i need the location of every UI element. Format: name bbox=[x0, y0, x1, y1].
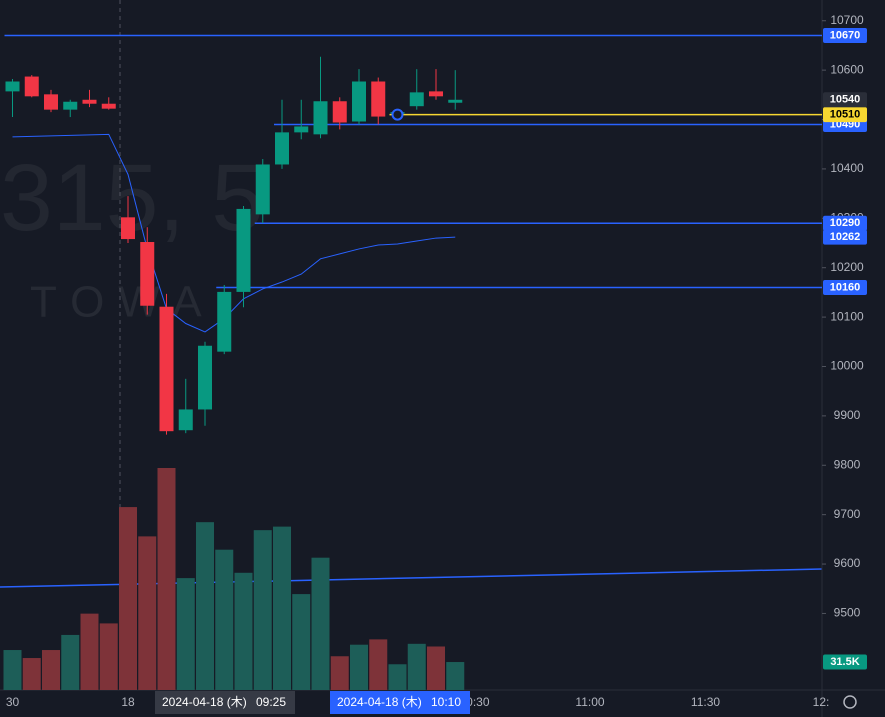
candle-body bbox=[275, 132, 289, 165]
crosshair-label-bg bbox=[330, 691, 470, 714]
candle-body bbox=[332, 101, 347, 123]
volume-bar bbox=[427, 646, 445, 690]
crosshair-label-bg bbox=[155, 691, 295, 714]
candle-body bbox=[24, 76, 39, 97]
volume-bar bbox=[446, 662, 465, 690]
level-badge: 10160 bbox=[830, 281, 861, 293]
level-badge: 10510 bbox=[830, 108, 861, 120]
volume-bar bbox=[3, 650, 22, 690]
watermark: 315, 5 TOWA bbox=[0, 145, 264, 327]
volume-badge: 31.5K bbox=[830, 656, 859, 668]
volume-bar bbox=[292, 594, 311, 690]
volume-bar bbox=[388, 664, 407, 690]
candle-body bbox=[63, 101, 78, 110]
level-badge-bg bbox=[823, 107, 867, 123]
volume-bar bbox=[215, 549, 234, 690]
watermark-name: TOWA bbox=[30, 278, 216, 327]
candle-body bbox=[236, 208, 251, 292]
crosshair-time: 10:10 bbox=[431, 695, 461, 709]
y-tick-label: 10600 bbox=[830, 62, 864, 76]
moving-average bbox=[12, 133, 456, 333]
last-price-badge: 10540 bbox=[830, 94, 861, 106]
crosshair-time: 09:25 bbox=[256, 695, 286, 709]
volume-bar bbox=[369, 639, 388, 690]
volume-bar bbox=[80, 613, 99, 690]
volume-bar bbox=[119, 507, 137, 690]
candle-body bbox=[121, 217, 135, 240]
level-badge-bg bbox=[823, 28, 867, 44]
volume-bar bbox=[157, 468, 176, 690]
candle-body bbox=[178, 409, 193, 431]
volume-bar bbox=[176, 578, 195, 690]
y-tick-label: 10200 bbox=[830, 260, 864, 274]
y-tick-label: 10100 bbox=[830, 309, 864, 323]
volume-bar bbox=[273, 526, 291, 690]
candle-body bbox=[313, 101, 328, 135]
y-tick-label: 10700 bbox=[830, 13, 864, 27]
y-tick-label: 9800 bbox=[834, 457, 861, 471]
volume-bar bbox=[61, 634, 80, 690]
candle-body bbox=[5, 81, 20, 92]
candle-body bbox=[217, 291, 232, 352]
level-badge: 10290 bbox=[830, 217, 861, 229]
x-tick-label: 30 bbox=[6, 695, 20, 709]
y-tick-label: 9700 bbox=[834, 507, 861, 521]
candle-body bbox=[255, 164, 270, 215]
candle-body bbox=[198, 345, 212, 410]
y-tick-label: 9500 bbox=[834, 606, 861, 620]
candle-body bbox=[352, 81, 366, 122]
candle-body bbox=[159, 306, 174, 432]
x-tick-label: 11:00 bbox=[575, 695, 604, 709]
candle-body bbox=[101, 103, 116, 109]
candle-body bbox=[429, 91, 443, 97]
x-tick-label: 12: bbox=[813, 695, 830, 709]
volume-bar bbox=[253, 530, 272, 690]
candle-body bbox=[82, 99, 97, 104]
last-price-badge-bg bbox=[823, 92, 867, 108]
volume-bar bbox=[99, 623, 118, 690]
y-tick-label: 10000 bbox=[830, 359, 864, 373]
level-badge-bg bbox=[823, 215, 867, 231]
volume-bar bbox=[330, 656, 349, 690]
settings-icon[interactable] bbox=[843, 695, 857, 709]
y-tick-label: 10400 bbox=[830, 161, 864, 175]
candle-body bbox=[44, 94, 58, 110]
y-tick-label: 9900 bbox=[834, 408, 861, 422]
volume-badge-bg bbox=[823, 654, 867, 670]
candle-body bbox=[294, 126, 309, 133]
alert-marker bbox=[391, 108, 404, 121]
volume-bar bbox=[350, 644, 368, 690]
volume-bar bbox=[196, 522, 214, 690]
volume-bar bbox=[42, 650, 60, 690]
level-badge-bg bbox=[823, 279, 867, 295]
crosshair-date: 2024-04-18 (木) bbox=[162, 695, 247, 709]
y-tick-label: 9600 bbox=[834, 556, 861, 570]
candle-body bbox=[448, 99, 463, 103]
level-badge: 10490 bbox=[830, 118, 861, 130]
candle-body bbox=[140, 242, 155, 306]
volume-bar bbox=[234, 572, 253, 690]
x-tick-label: 11:30 bbox=[691, 695, 720, 709]
volume-bar bbox=[22, 658, 41, 690]
volume-bar bbox=[138, 536, 157, 690]
candle-body bbox=[371, 81, 386, 117]
level-badge: 10670 bbox=[830, 29, 861, 41]
volume-bar bbox=[407, 643, 426, 690]
ma-badge: 10262 bbox=[830, 231, 861, 243]
ma-badge-bg bbox=[823, 229, 867, 245]
candle-body bbox=[409, 92, 424, 107]
x-tick-label: 18 bbox=[121, 695, 135, 709]
crosshair-date: 2024-04-18 (木) bbox=[337, 695, 422, 709]
volume-bar bbox=[311, 557, 330, 690]
